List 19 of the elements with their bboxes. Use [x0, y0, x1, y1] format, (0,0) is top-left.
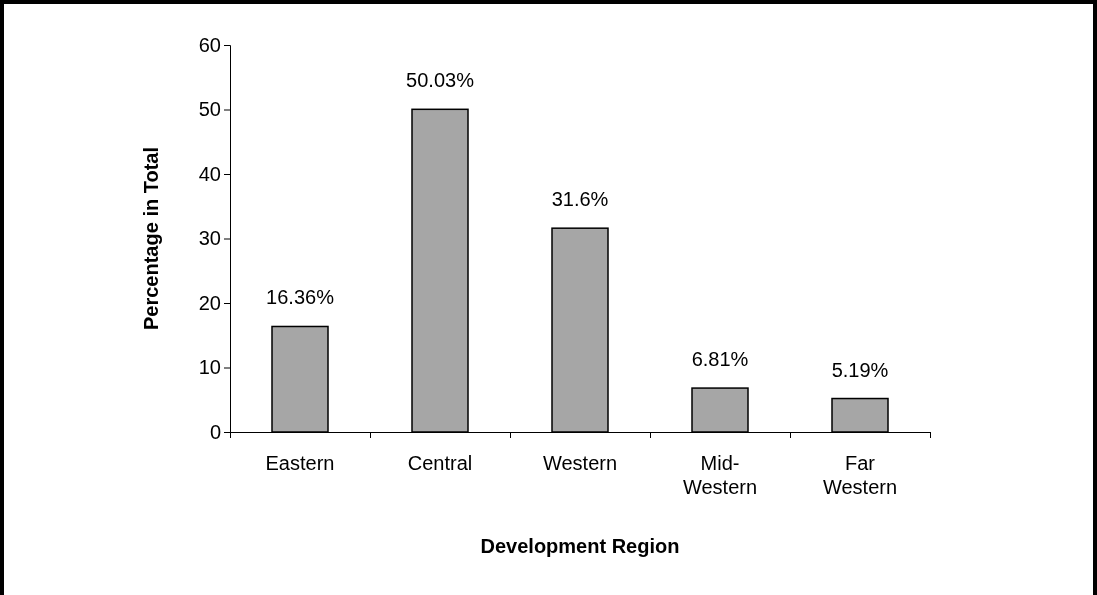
data-label: 5.19%: [831, 358, 889, 381]
x-tick-label: Eastern: [265, 452, 335, 474]
y-axis-title: Percentage in Total: [140, 146, 162, 331]
x-tick-label: Central: [407, 452, 473, 474]
x-tick-label: Mid-Western: [682, 452, 758, 498]
x-tick-label: Western: [542, 452, 618, 474]
y-tick-label: 60: [198, 33, 221, 56]
y-tick-label: 40: [198, 162, 221, 185]
y-tick-label: 10: [198, 356, 221, 379]
y-tick-label: 30: [198, 227, 221, 250]
y-tick-label: 0: [209, 420, 221, 443]
x-tick-label: Far Western: [822, 452, 898, 498]
data-label: 50.03%: [406, 69, 475, 92]
y-tick-label: 50: [198, 98, 221, 121]
x-axis-title: Development Region: [480, 535, 680, 557]
data-label: 16.36%: [266, 286, 335, 309]
data-label: 6.81%: [691, 348, 749, 371]
y-tick-label: 20: [198, 291, 221, 314]
data-label: 31.6%: [551, 188, 609, 211]
